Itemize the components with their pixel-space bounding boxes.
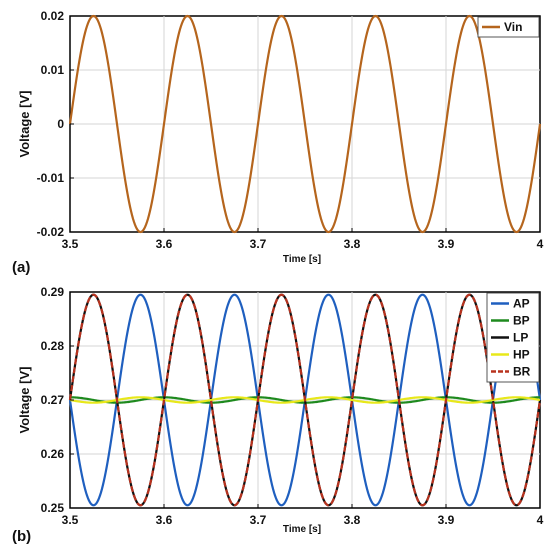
panel-b-ylabel: Voltage [V] [17, 367, 32, 434]
panel-a-xlabel: Time [s] [283, 254, 321, 265]
panel-b-x-ticks: 3.5 3.6 3.7 3.8 3.9 4 [62, 504, 544, 527]
panel-a-series-group [68, 14, 542, 234]
x-tick-label: 3.8 [344, 513, 361, 527]
y-tick-label: 0.26 [41, 447, 65, 461]
series-line-vin [68, 14, 542, 234]
x-tick-label: 3.9 [438, 513, 455, 527]
x-tick-label: 3.5 [62, 513, 79, 527]
legend-label-br: BR [513, 365, 531, 379]
legend-label-lp: LP [513, 331, 528, 345]
legend-box [477, 16, 540, 38]
x-tick-label: 3.6 [156, 237, 173, 251]
x-tick-label: 3.6 [156, 513, 173, 527]
y-tick-label: 0.27 [41, 393, 65, 407]
y-tick-label: 0.28 [41, 339, 65, 353]
y-tick-label: 0.25 [41, 501, 65, 515]
x-tick-label: 4 [537, 513, 544, 527]
legend-label-hp: HP [513, 348, 530, 362]
panel-b-y-ticks: 0.25 0.26 0.27 0.28 0.29 [41, 285, 74, 515]
panel-a-panel-label: (a) [12, 259, 30, 276]
y-tick-label: -0.02 [37, 225, 65, 239]
legend-label-bp: BP [513, 314, 530, 328]
x-tick-label: 3.8 [344, 237, 361, 251]
y-tick-label: 0.29 [41, 285, 65, 299]
panel-b-legend: AP BP LP HP BR [486, 292, 540, 383]
x-tick-label: 3.5 [62, 237, 79, 251]
x-tick-label: 3.7 [250, 513, 267, 527]
panel-a-legend: Vin [477, 16, 540, 38]
y-tick-label: 0.02 [41, 9, 65, 23]
panel-b-chart: 3.5 3.6 3.7 3.8 3.9 4 0.25 0.26 0.27 0.28 0.29 Ti… [12, 285, 544, 545]
y-tick-label: 0 [57, 117, 64, 131]
x-tick-label: 3.7 [250, 237, 267, 251]
panel-a-ylabel: Voltage [V] [17, 91, 32, 158]
panel-b-panel-label: (b) [12, 528, 31, 545]
legend-label-ap: AP [513, 297, 530, 311]
panel-a-chart: 3.5 3.6 3.7 3.8 3.9 4 -0.02 -0.01 0 0.01 0.02 Tim… [12, 9, 544, 276]
legend-label-vin: Vin [504, 20, 522, 34]
panel-a-x-ticks: 3.5 3.6 3.7 3.8 3.9 4 [62, 228, 544, 251]
y-tick-label: -0.01 [37, 171, 65, 185]
panel-b-xlabel: Time [s] [283, 524, 321, 535]
x-tick-label: 3.9 [438, 237, 455, 251]
x-tick-label: 4 [537, 237, 544, 251]
series-line-br [68, 293, 542, 507]
panel-a-y-ticks: -0.02 -0.01 0 0.01 0.02 [37, 9, 74, 239]
panel-b-series-group [68, 293, 542, 507]
y-tick-label: 0.01 [41, 63, 65, 77]
